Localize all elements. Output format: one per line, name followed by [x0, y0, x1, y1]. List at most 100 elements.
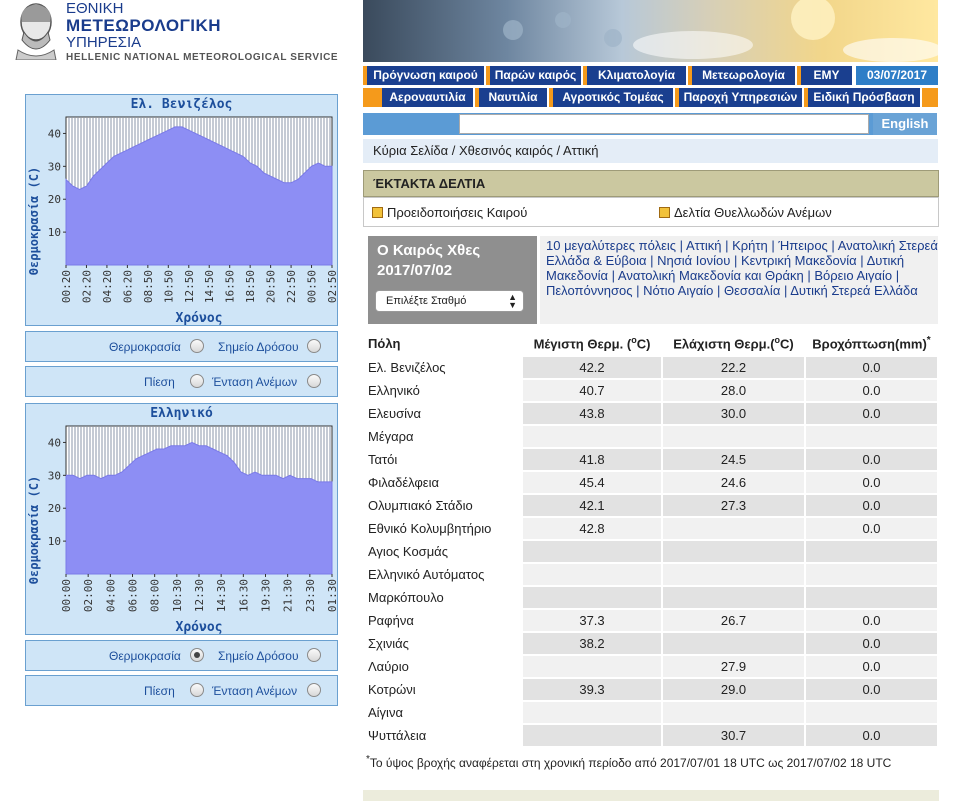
- max-temp-cell: [523, 541, 661, 562]
- x-tick-label: 08:50: [142, 270, 155, 303]
- region-links[interactable]: 10 μεγαλύτερες πόλεις | Αττική | Κρήτη |…: [540, 236, 938, 324]
- current-date: 03/07/2017: [856, 66, 938, 85]
- min-temp-cell: 24.6: [663, 472, 804, 493]
- table-row: Μέγαρα: [364, 426, 937, 447]
- max-temp-cell: [523, 725, 661, 746]
- rainfall-cell: 0.0: [806, 610, 937, 631]
- x-tick-label: 23:30: [304, 579, 317, 612]
- x-tick-label: 04:20: [101, 270, 114, 303]
- radio-temperature[interactable]: [190, 648, 204, 662]
- nav-current-weather[interactable]: Παρών καιρός: [486, 66, 581, 85]
- temperature-area: [65, 441, 333, 575]
- table-row: Μαρκόπουλο: [364, 587, 937, 608]
- table-row: Ψυττάλεια 30.7 0.0: [364, 725, 937, 746]
- weather-warnings-link[interactable]: Προειδοποιήσεις Καιρού: [372, 205, 527, 220]
- max-temp-cell: 37.3: [523, 610, 661, 631]
- radio-temperature[interactable]: [190, 339, 204, 353]
- nav-services[interactable]: Παροχή Υπηρεσιών: [675, 88, 802, 107]
- city-cell: Αγιος Κοσμάς: [364, 541, 521, 562]
- search-input[interactable]: [459, 114, 869, 134]
- city-cell: Σχινιάς: [364, 633, 521, 654]
- city-cell: Ελληνικό Αυτόματος: [364, 564, 521, 585]
- max-temp-cell: [523, 702, 661, 723]
- x-tick-label: 16:30: [237, 579, 250, 612]
- yesterday-weather-title: Ο Καιρός Χθες 2017/07/02: [377, 241, 480, 281]
- city-cell: Ελληνικό: [364, 380, 521, 401]
- rainfall-cell: [806, 702, 937, 723]
- temperature-chart-panel-venizelos: Ελ. Βενιζέλος 10 20 30 40 00:20 02:20 04:20 06:…: [25, 94, 339, 326]
- nav-agriculture[interactable]: Αγροτικός Τομέας: [549, 88, 673, 107]
- table-row: Ελ. Βενιζέλος 42.2 22.2 0.0: [364, 357, 937, 378]
- radio-wind[interactable]: [307, 374, 321, 388]
- max-temp-cell: [523, 426, 661, 447]
- city-cell: Εθνικό Κολυμβητήριο: [364, 518, 521, 539]
- min-temp-cell: [663, 426, 804, 447]
- table-row: Ελληνικό Αυτόματος: [364, 564, 937, 585]
- site-logo[interactable]: ΕΘΝΙΚΗ ΜΕΤΕΩΡΟΛΟΓΙΚΗ ΥΠΗΡΕΣΙΑ HELLENIC N…: [10, 0, 350, 70]
- nav-meteorology[interactable]: Μετεωρολογία: [688, 66, 795, 85]
- max-temp-cell: [523, 587, 661, 608]
- x-tick-label: 00:50: [306, 270, 319, 303]
- y-tick-label: 10: [48, 226, 61, 239]
- station-select[interactable]: Επιλέξτε Σταθμό ▲ ▼: [375, 290, 524, 312]
- rainfall-cell: [806, 564, 937, 585]
- nav-shipping[interactable]: Ναυτιλία: [475, 88, 547, 107]
- temperature-chart-panel-elliniko: Ελληνικό 10 20 30 40 00:00 02:00 04:00 06:00 08:…: [25, 403, 339, 635]
- radio-wind[interactable]: [307, 683, 321, 697]
- table-row: Σχινιάς 38.2 0.0: [364, 633, 937, 654]
- english-language-button[interactable]: English: [873, 113, 937, 135]
- nav-forecast[interactable]: Πρόγνωση καιρού: [363, 66, 484, 85]
- radio-pressure[interactable]: [190, 374, 204, 388]
- option-wind-label: Ένταση Ανέμων: [212, 375, 298, 389]
- table-row: Αίγινα: [364, 702, 937, 723]
- nav-climatology[interactable]: Κλιματολογία: [583, 66, 686, 85]
- breadcrumb[interactable]: Κύρια Σελίδα / Χθεσινός καιρός / Αττική: [363, 139, 938, 163]
- alerts-heading: ΈΚΤΑΚΤΑ ΔΕΛΤΙΑ: [363, 170, 939, 197]
- footnote-star: *: [366, 754, 370, 765]
- min-temp-cell: [663, 518, 804, 539]
- radio-dewpoint[interactable]: [307, 648, 321, 662]
- rainfall-cell: 0.0: [806, 633, 937, 654]
- city-cell: Ψυττάλεια: [364, 725, 521, 746]
- x-tick-label: 08:00: [149, 579, 162, 612]
- banner-decoration: [503, 0, 938, 62]
- max-temp-cell: 42.2: [523, 357, 661, 378]
- y-tick-label: 30: [48, 160, 61, 173]
- max-temp-cell: 42.1: [523, 495, 661, 516]
- y-tick-label: 30: [48, 469, 61, 482]
- min-temp-cell: 27.3: [663, 495, 804, 516]
- page-bottom-band: [363, 790, 939, 801]
- nav-special-access[interactable]: Ειδική Πρόσβαση: [804, 88, 920, 107]
- y-tick-label: 40: [48, 436, 61, 449]
- rainfall-cell: 0.0: [806, 357, 937, 378]
- chart-options-row-1: Θερμοκρασία Σημείο Δρόσου: [25, 331, 338, 362]
- table-row: Ελευσίνα 43.8 30.0 0.0: [364, 403, 937, 424]
- radio-pressure[interactable]: [190, 683, 204, 697]
- max-temp-cell: 42.8: [523, 518, 661, 539]
- city-cell: Αίγινα: [364, 702, 521, 723]
- radio-dewpoint[interactable]: [307, 339, 321, 353]
- min-temp-cell: [663, 702, 804, 723]
- option-dewpoint-label: Σημείο Δρόσου: [218, 340, 299, 354]
- max-temp-cell: 40.7: [523, 380, 661, 401]
- x-tick-label: 00:00: [60, 579, 73, 612]
- col-rainfall: Βροχόπτωση(mm)*: [806, 332, 937, 355]
- rainfall-cell: 0.0: [806, 679, 937, 700]
- option-dewpoint-label: Σημείο Δρόσου: [218, 649, 299, 663]
- city-cell: Κοτρώνι: [364, 679, 521, 700]
- nav-aviation[interactable]: Αεροναυτιλία: [378, 88, 473, 107]
- chart-options-row-4: Πίεση Ένταση Ανέμων: [25, 675, 338, 706]
- min-temp-cell: 30.7: [663, 725, 804, 746]
- rainfall-footnote: *Το ύψος βροχής αναφέρεται στη χρονική π…: [366, 752, 931, 771]
- option-temperature-label: Θερμοκρασία: [109, 340, 181, 354]
- x-tick-label: 22:50: [285, 270, 298, 303]
- col-city: Πόλη: [364, 332, 521, 355]
- select-arrows-icon: ▲ ▼: [508, 292, 517, 310]
- x-tick-label: 12:50: [183, 270, 196, 303]
- rainfall-cell: 0.0: [806, 495, 937, 516]
- max-temp-cell: [523, 564, 661, 585]
- rainfall-cell: 0.0: [806, 725, 937, 746]
- x-tick-label: 21:30: [282, 579, 295, 612]
- storm-wind-bulletins-link[interactable]: Δελτία Θυελλωδών Ανέμων: [659, 205, 832, 220]
- nav-emy[interactable]: ΕΜΥ: [797, 66, 852, 85]
